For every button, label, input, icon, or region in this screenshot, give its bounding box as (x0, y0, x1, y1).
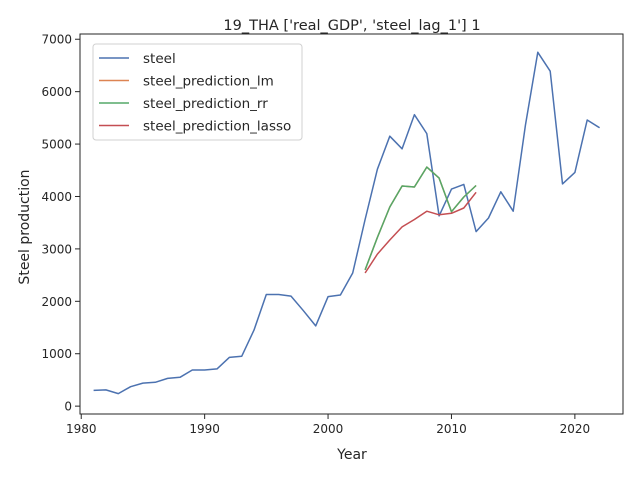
y-tick-label-6: 6000 (41, 85, 72, 99)
legend-label-3: steel_prediction_lasso (143, 119, 291, 135)
y-tick-label-1: 1000 (41, 347, 72, 361)
series-line-1 (364, 166, 477, 271)
x-tick-label-1: 1990 (189, 422, 220, 436)
x-tick-label-2: 2000 (313, 422, 344, 436)
series-line-3 (364, 191, 477, 274)
legend-label-1: steel_prediction_lm (143, 74, 274, 90)
legend: steel steel_prediction_lm steel_prediction… (92, 43, 303, 141)
x-tick-label-3: 2010 (436, 422, 467, 436)
y-tick-label-3: 3000 (41, 242, 72, 256)
y-tick-label-7: 7000 (41, 33, 72, 47)
chart-title: 19_THA ['real_GDP', 'steel_lag_1'] 1 (223, 18, 480, 34)
y-tick-label-0: 0 (64, 400, 72, 414)
x-axis-label: Year (336, 447, 367, 463)
plot-area (93, 51, 600, 395)
y-tick-label-5: 5000 (41, 138, 72, 152)
legend-box (92, 43, 303, 141)
y-tick-label-2: 2000 (41, 295, 72, 309)
legend-label-0: steel (143, 51, 176, 67)
series-line-0 (93, 51, 600, 395)
series-line-2 (364, 166, 477, 271)
axes-frame (79, 33, 624, 415)
y-tick-label-4: 4000 (41, 190, 72, 204)
legend-label-2: steel_prediction_rr (143, 96, 268, 112)
x-tick-label-0: 1980 (66, 422, 97, 436)
y-axis-label: Steel production (17, 169, 33, 284)
x-tick-label-4: 2020 (560, 422, 591, 436)
axes: 1980 1990 2000 2010 2020 0 1000 2000 3000 4000 500… (41, 33, 624, 436)
